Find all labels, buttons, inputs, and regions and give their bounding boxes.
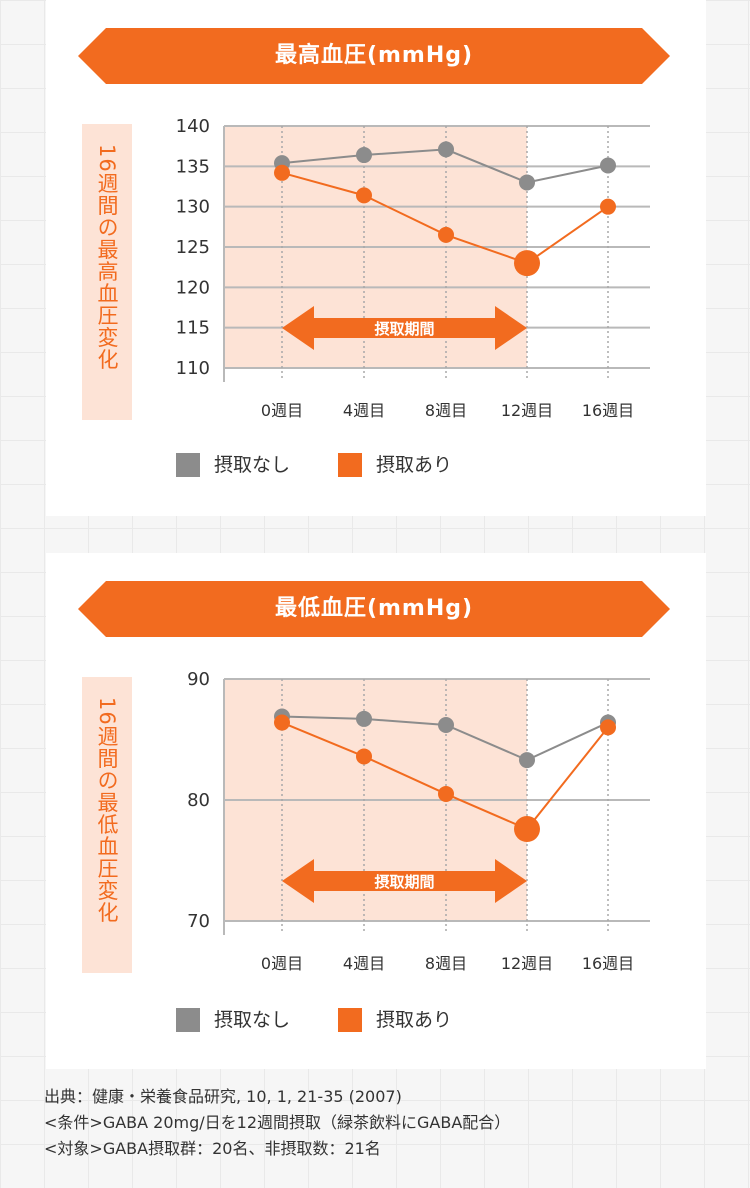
data-point bbox=[514, 250, 540, 277]
y-axis-label: 16週間の最高血圧変化 bbox=[95, 144, 119, 371]
diastolic-plot: 90 80 70 0週目 4週目 8週目 12週目 16週目 摂取期間 bbox=[187, 669, 650, 973]
footnotes: 出典：健康・栄養食品研究, 10, 1, 21-35 (2007) <条件>GA… bbox=[44, 1084, 734, 1162]
data-point bbox=[519, 174, 535, 191]
x-tick-label: 0週目 bbox=[261, 401, 303, 420]
data-point bbox=[438, 785, 454, 802]
chart-title: 最高血圧(mmHg) bbox=[274, 43, 474, 68]
legend-swatch-gray bbox=[176, 1008, 200, 1032]
legend-swatch-orange bbox=[338, 1008, 362, 1032]
y-tick-label: 115 bbox=[176, 318, 210, 339]
legend-label: 摂取あり bbox=[376, 454, 453, 476]
data-point bbox=[600, 157, 616, 174]
systolic-title-banner: 最高血圧(mmHg) bbox=[78, 28, 670, 84]
footnote-subjects: <対象>GABA摂取群：20名、非摂取数：21名 bbox=[44, 1139, 381, 1158]
y-tick-label: 125 bbox=[176, 237, 210, 258]
y-axis-label-box: 16週間の最高血圧変化 bbox=[82, 124, 132, 420]
x-tick-label: 16週目 bbox=[582, 401, 634, 420]
data-point bbox=[438, 226, 454, 243]
footnote-source: 出典：健康・栄養食品研究, 10, 1, 21-35 (2007) bbox=[44, 1087, 402, 1106]
data-point bbox=[600, 719, 616, 736]
legend-label: 摂取あり bbox=[376, 1009, 453, 1031]
x-tick-label: 16週目 bbox=[582, 954, 634, 973]
intake-period-label: 摂取期間 bbox=[374, 873, 434, 891]
data-point bbox=[356, 748, 372, 765]
x-tick-label: 12週目 bbox=[501, 954, 553, 973]
y-tick-label: 90 bbox=[187, 669, 210, 690]
x-tick-label: 4週目 bbox=[343, 954, 385, 973]
chart-title: 最低血圧(mmHg) bbox=[274, 596, 474, 621]
data-point bbox=[600, 198, 616, 215]
data-point bbox=[356, 187, 372, 204]
x-tick-label: 4週目 bbox=[343, 401, 385, 420]
y-tick-label: 130 bbox=[176, 197, 210, 218]
intake-period-arrow bbox=[282, 306, 527, 350]
data-point bbox=[514, 816, 540, 843]
legend-swatch-gray bbox=[176, 453, 200, 477]
data-point bbox=[356, 147, 372, 164]
footnote-conditions: <条件>GABA 20mg/日を12週間摂取（緑茶飲料にGABA配合） bbox=[44, 1113, 511, 1132]
systolic-chart-card: 最高血圧(mmHg) 16週間の最高血圧変化 140 135 130 125 120 11… bbox=[46, 0, 706, 516]
y-tick-label: 110 bbox=[176, 358, 210, 379]
legend-swatch-orange bbox=[338, 453, 362, 477]
banner-arrow-shape bbox=[78, 28, 670, 84]
y-tick-label: 80 bbox=[187, 790, 210, 811]
data-point bbox=[274, 714, 290, 731]
x-tick-label: 0週目 bbox=[261, 954, 303, 973]
intake-period-arrow bbox=[282, 859, 527, 903]
y-tick-label: 135 bbox=[176, 156, 210, 177]
x-tick-label: 8週目 bbox=[425, 954, 467, 973]
y-tick-label: 120 bbox=[176, 277, 210, 298]
systolic-plot: 140 135 130 125 120 115 110 0週目 4週目 8週目 12週目 16週目 摂取… bbox=[176, 116, 650, 420]
banner-arrow-shape bbox=[78, 581, 670, 637]
data-point bbox=[356, 710, 372, 727]
y-tick-label: 140 bbox=[176, 116, 210, 137]
legend-label: 摂取なし bbox=[214, 1009, 291, 1031]
data-point bbox=[438, 716, 454, 733]
data-point bbox=[519, 752, 535, 769]
data-point bbox=[438, 141, 454, 158]
intake-period-label: 摂取期間 bbox=[374, 320, 434, 338]
y-axis-label: 16週間の最低血圧変化 bbox=[95, 697, 119, 924]
data-point bbox=[274, 164, 290, 181]
diastolic-chart-card: 最低血圧(mmHg) 16週間の最低血圧変化 90 80 70 0週目 4週目 8週目 12… bbox=[46, 553, 706, 1069]
legend-label: 摂取なし bbox=[214, 454, 291, 476]
x-tick-label: 8週目 bbox=[425, 401, 467, 420]
y-tick-label: 70 bbox=[187, 911, 210, 932]
x-tick-label: 12週目 bbox=[501, 401, 553, 420]
diastolic-title-banner: 最低血圧(mmHg) bbox=[78, 581, 670, 637]
y-axis-label-box: 16週間の最低血圧変化 bbox=[82, 677, 132, 973]
